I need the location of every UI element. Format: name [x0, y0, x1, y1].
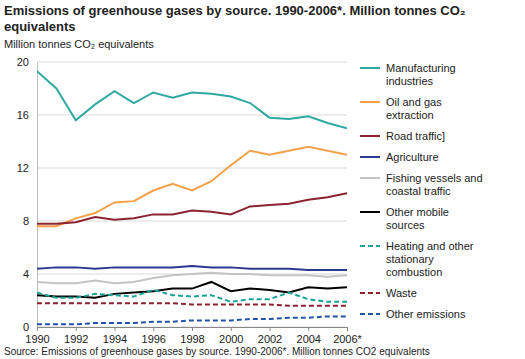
x-tick: 1996: [142, 327, 166, 345]
source: Source: Emissions of greenhouse gases by…: [4, 346, 430, 357]
legend-swatch: [360, 245, 380, 247]
legend-label: Heating and otherstationarycombustion: [386, 240, 474, 278]
x-tick-mark: [192, 327, 193, 331]
y-tick-label: 12: [17, 162, 29, 174]
x-tick: 1990: [25, 327, 49, 345]
x-tick: 2006*: [333, 327, 362, 345]
legend-label: Agriculture: [386, 151, 439, 163]
x-tick: 1992: [64, 327, 88, 345]
x-axis: 1990 1992 1994 1996 1998 2000 2002 2004 2006*: [25, 327, 362, 345]
series-line: [37, 316, 347, 324]
legend-label: Oil and gasextraction: [386, 96, 442, 121]
plot-area: [37, 71, 347, 324]
series-line: [37, 282, 347, 298]
legend-label: Other mobilesources: [386, 206, 449, 231]
x-tick-mark: [231, 327, 232, 331]
legend-label: Waste: [386, 287, 417, 299]
x-tick: 1994: [103, 327, 127, 345]
x-tick: 2002: [258, 327, 282, 345]
series-line: [37, 147, 347, 227]
x-tick-label: 1998: [180, 333, 204, 345]
legend-item: Road traffic]: [360, 130, 445, 142]
y-tick: 4: [23, 268, 37, 280]
y-axis-line: [37, 63, 38, 328]
y-tick-label: 0: [23, 321, 29, 333]
x-tick-mark: [270, 327, 271, 331]
x-tick-mark: [37, 327, 38, 331]
x-tick-label: 2002: [258, 333, 282, 345]
y-tick: 20: [17, 56, 37, 68]
series-line: [37, 193, 347, 223]
legend-item: Heating and otherstationarycombustion: [360, 240, 474, 278]
legend-swatch: [360, 156, 380, 158]
y-axis-label: Million tonnes CO₂ equivalents: [4, 38, 154, 50]
legend-swatch: [360, 313, 380, 315]
legend-swatch: [360, 101, 380, 103]
series-line: [37, 273, 347, 284]
y-tick-label: 4: [23, 268, 29, 280]
grid-line: [37, 62, 347, 63]
x-tick-label: 1996: [142, 333, 166, 345]
legend-label: Road traffic]: [386, 130, 445, 142]
legend-swatch: [360, 211, 380, 213]
x-tick-mark: [76, 327, 77, 331]
series-line: [37, 303, 347, 306]
x-tick-label: 2006*: [333, 333, 362, 345]
series-line: [37, 290, 347, 302]
legend-label: Manufacturingindustries: [386, 62, 456, 87]
y-tick-label: 8: [23, 215, 29, 227]
legend-swatch: [360, 177, 380, 179]
grid-line: [37, 168, 347, 169]
x-tick-label: 2004: [297, 333, 321, 345]
legend: Manufacturingindustries Oil and gasextrac…: [360, 62, 483, 320]
x-tick: 2004: [297, 327, 321, 345]
x-tick-mark: [153, 327, 154, 331]
x-tick-mark: [347, 327, 348, 331]
legend-item: Other emissions: [360, 308, 466, 320]
x-tick-label: 2000: [219, 333, 243, 345]
y-tick: 12: [17, 162, 37, 174]
y-tick-label: 16: [17, 109, 29, 121]
legend-swatch: [360, 292, 380, 294]
y-axis: 0 4 8 12 16 20: [17, 56, 38, 333]
legend-label: Fishing vessels andcoastal traffic: [386, 172, 483, 197]
y-tick: 16: [17, 109, 37, 121]
series-line: [37, 71, 347, 128]
series-line: [37, 266, 347, 270]
legend-item: Agriculture: [360, 151, 439, 163]
x-tick-label: 1992: [64, 333, 88, 345]
y-tick-label: 20: [17, 56, 29, 68]
x-tick-mark: [308, 327, 309, 331]
x-tick: 1998: [180, 327, 204, 345]
x-tick-label: 1994: [103, 333, 127, 345]
x-tick-mark: [115, 327, 116, 331]
grid: [37, 62, 347, 327]
x-tick: 2000: [219, 327, 243, 345]
chart: Emissions of greenhouse gases by source.…: [0, 0, 525, 359]
title: Emissions of greenhouse gases by source.…: [4, 3, 466, 34]
legend-swatch: [360, 135, 380, 137]
x-tick-label: 1990: [25, 333, 49, 345]
legend-item: Oil and gasextraction: [360, 96, 442, 121]
y-tick: 8: [23, 215, 37, 227]
y-tick: 0: [23, 321, 37, 333]
legend-item: Waste: [360, 287, 417, 299]
legend-swatch: [360, 67, 380, 69]
legend-label: Other emissions: [386, 308, 466, 320]
legend-item: Manufacturingindustries: [360, 62, 456, 87]
legend-item: Fishing vessels andcoastal traffic: [360, 172, 483, 197]
legend-item: Other mobilesources: [360, 206, 449, 231]
